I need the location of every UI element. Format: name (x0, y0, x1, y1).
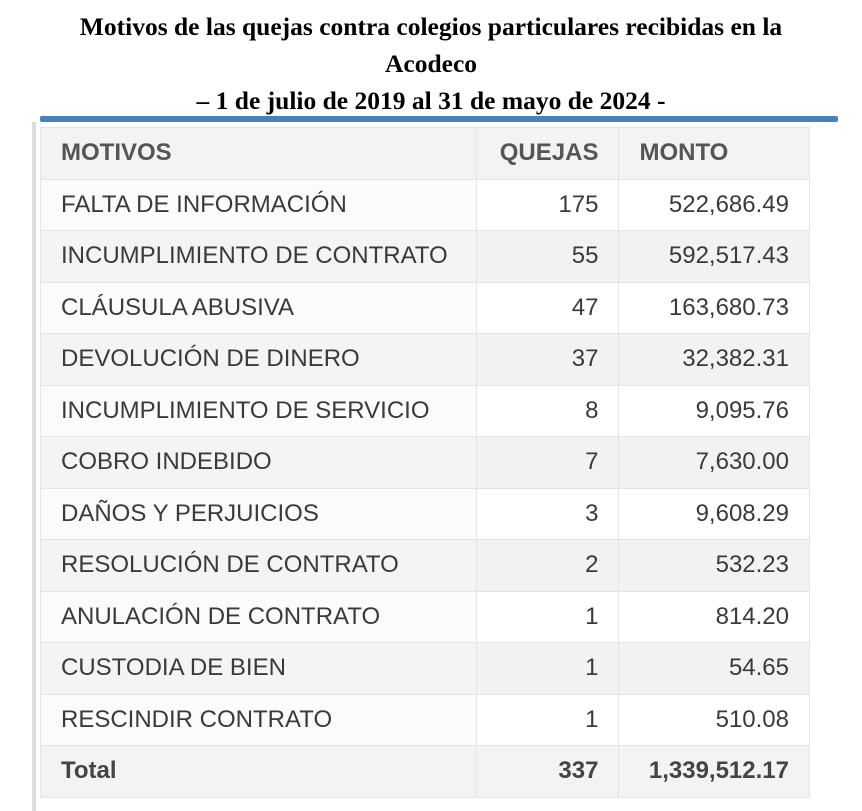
row-motivo: RESCINDIR CONTRATO (40, 693, 477, 746)
column-header-quejas: QUEJAS (475, 127, 620, 180)
document-title: Motivos de las quejas contra colegios pa… (0, 8, 862, 119)
row-motivo: CUSTODIA DE BIEN (40, 642, 477, 695)
total-label: Total (40, 745, 477, 798)
row-motivo: INCUMPLIMIENTO DE CONTRATO (40, 230, 477, 283)
row-quejas: 47 (475, 281, 620, 334)
row-monto: 592,517.43 (618, 230, 810, 283)
row-quejas: 7 (475, 436, 620, 489)
row-quejas: 2 (475, 539, 620, 592)
row-quejas: 1 (475, 642, 620, 695)
title-line-1: Motivos de las quejas contra colegios pa… (79, 12, 783, 41)
row-motivo: ANULACIÓN DE CONTRATO (40, 590, 477, 643)
table-row: INCUMPLIMIENTO DE CONTRATO 55 592,517.43 (40, 230, 810, 283)
row-monto: 9,095.76 (618, 384, 810, 437)
row-monto: 7,630.00 (618, 436, 810, 489)
row-motivo: RESOLUCIÓN DE CONTRATO (40, 539, 477, 592)
complaints-table: MOTIVOS QUEJAS MONTO FALTA DE INFORMACIÓ… (40, 127, 810, 798)
row-motivo: DEVOLUCIÓN DE DINERO (40, 333, 477, 386)
table-row: DEVOLUCIÓN DE DINERO 37 32,382.31 (40, 333, 810, 386)
table-row: FALTA DE INFORMACIÓN 175 522,686.49 (40, 178, 810, 231)
row-quejas: 3 (475, 487, 620, 540)
row-motivo: CLÁUSULA ABUSIVA (40, 281, 477, 334)
row-quejas: 8 (475, 384, 620, 437)
column-header-monto: MONTO (618, 127, 810, 180)
table-body: FALTA DE INFORMACIÓN 175 522,686.49 INCUMPL… (40, 178, 810, 746)
row-monto: 163,680.73 (618, 281, 810, 334)
table-row: RESCINDIR CONTRATO 1 510.08 (40, 693, 810, 746)
table-row: ANULACIÓN DE CONTRATO 1 814.20 (40, 590, 810, 643)
row-quejas: 55 (475, 230, 620, 283)
row-monto: 814.20 (618, 590, 810, 643)
table-row: DAÑOS Y PERJUICIOS 3 9,608.29 (40, 487, 810, 540)
table-row: CUSTODIA DE BIEN 1 54.65 (40, 642, 810, 695)
table-header-row: MOTIVOS QUEJAS MONTO (40, 127, 810, 180)
row-quejas: 37 (475, 333, 620, 386)
row-quejas: 1 (475, 693, 620, 746)
row-monto: 510.08 (618, 693, 810, 746)
table-row: COBRO INDEBIDO 7 7,630.00 (40, 436, 810, 489)
title-line-2: Acodeco (384, 49, 478, 78)
title-line-3: – 1 de julio de 2019 al 31 de mayo de 20… (196, 86, 666, 115)
row-monto: 54.65 (618, 642, 810, 695)
table-row: INCUMPLIMIENTO DE SERVICIO 8 9,095.76 (40, 384, 810, 437)
row-motivo: FALTA DE INFORMACIÓN (40, 178, 477, 231)
row-monto: 522,686.49 (618, 178, 810, 231)
table-accent-bar (40, 116, 838, 122)
column-header-motivos: MOTIVOS (40, 127, 477, 180)
row-quejas: 1 (475, 590, 620, 643)
row-monto: 32,382.31 (618, 333, 810, 386)
row-motivo: COBRO INDEBIDO (40, 436, 477, 489)
table-total-row: Total 337 1,339,512.17 (40, 745, 810, 798)
total-monto: 1,339,512.17 (618, 745, 810, 798)
total-quejas: 337 (475, 745, 620, 798)
table-frame-edge (32, 122, 36, 811)
table-row: RESOLUCIÓN DE CONTRATO 2 532.23 (40, 539, 810, 592)
row-quejas: 175 (475, 178, 620, 231)
row-motivo: INCUMPLIMIENTO DE SERVICIO (40, 384, 477, 437)
row-monto: 9,608.29 (618, 487, 810, 540)
row-monto: 532.23 (618, 539, 810, 592)
row-motivo: DAÑOS Y PERJUICIOS (40, 487, 477, 540)
table-row: CLÁUSULA ABUSIVA 47 163,680.73 (40, 281, 810, 334)
